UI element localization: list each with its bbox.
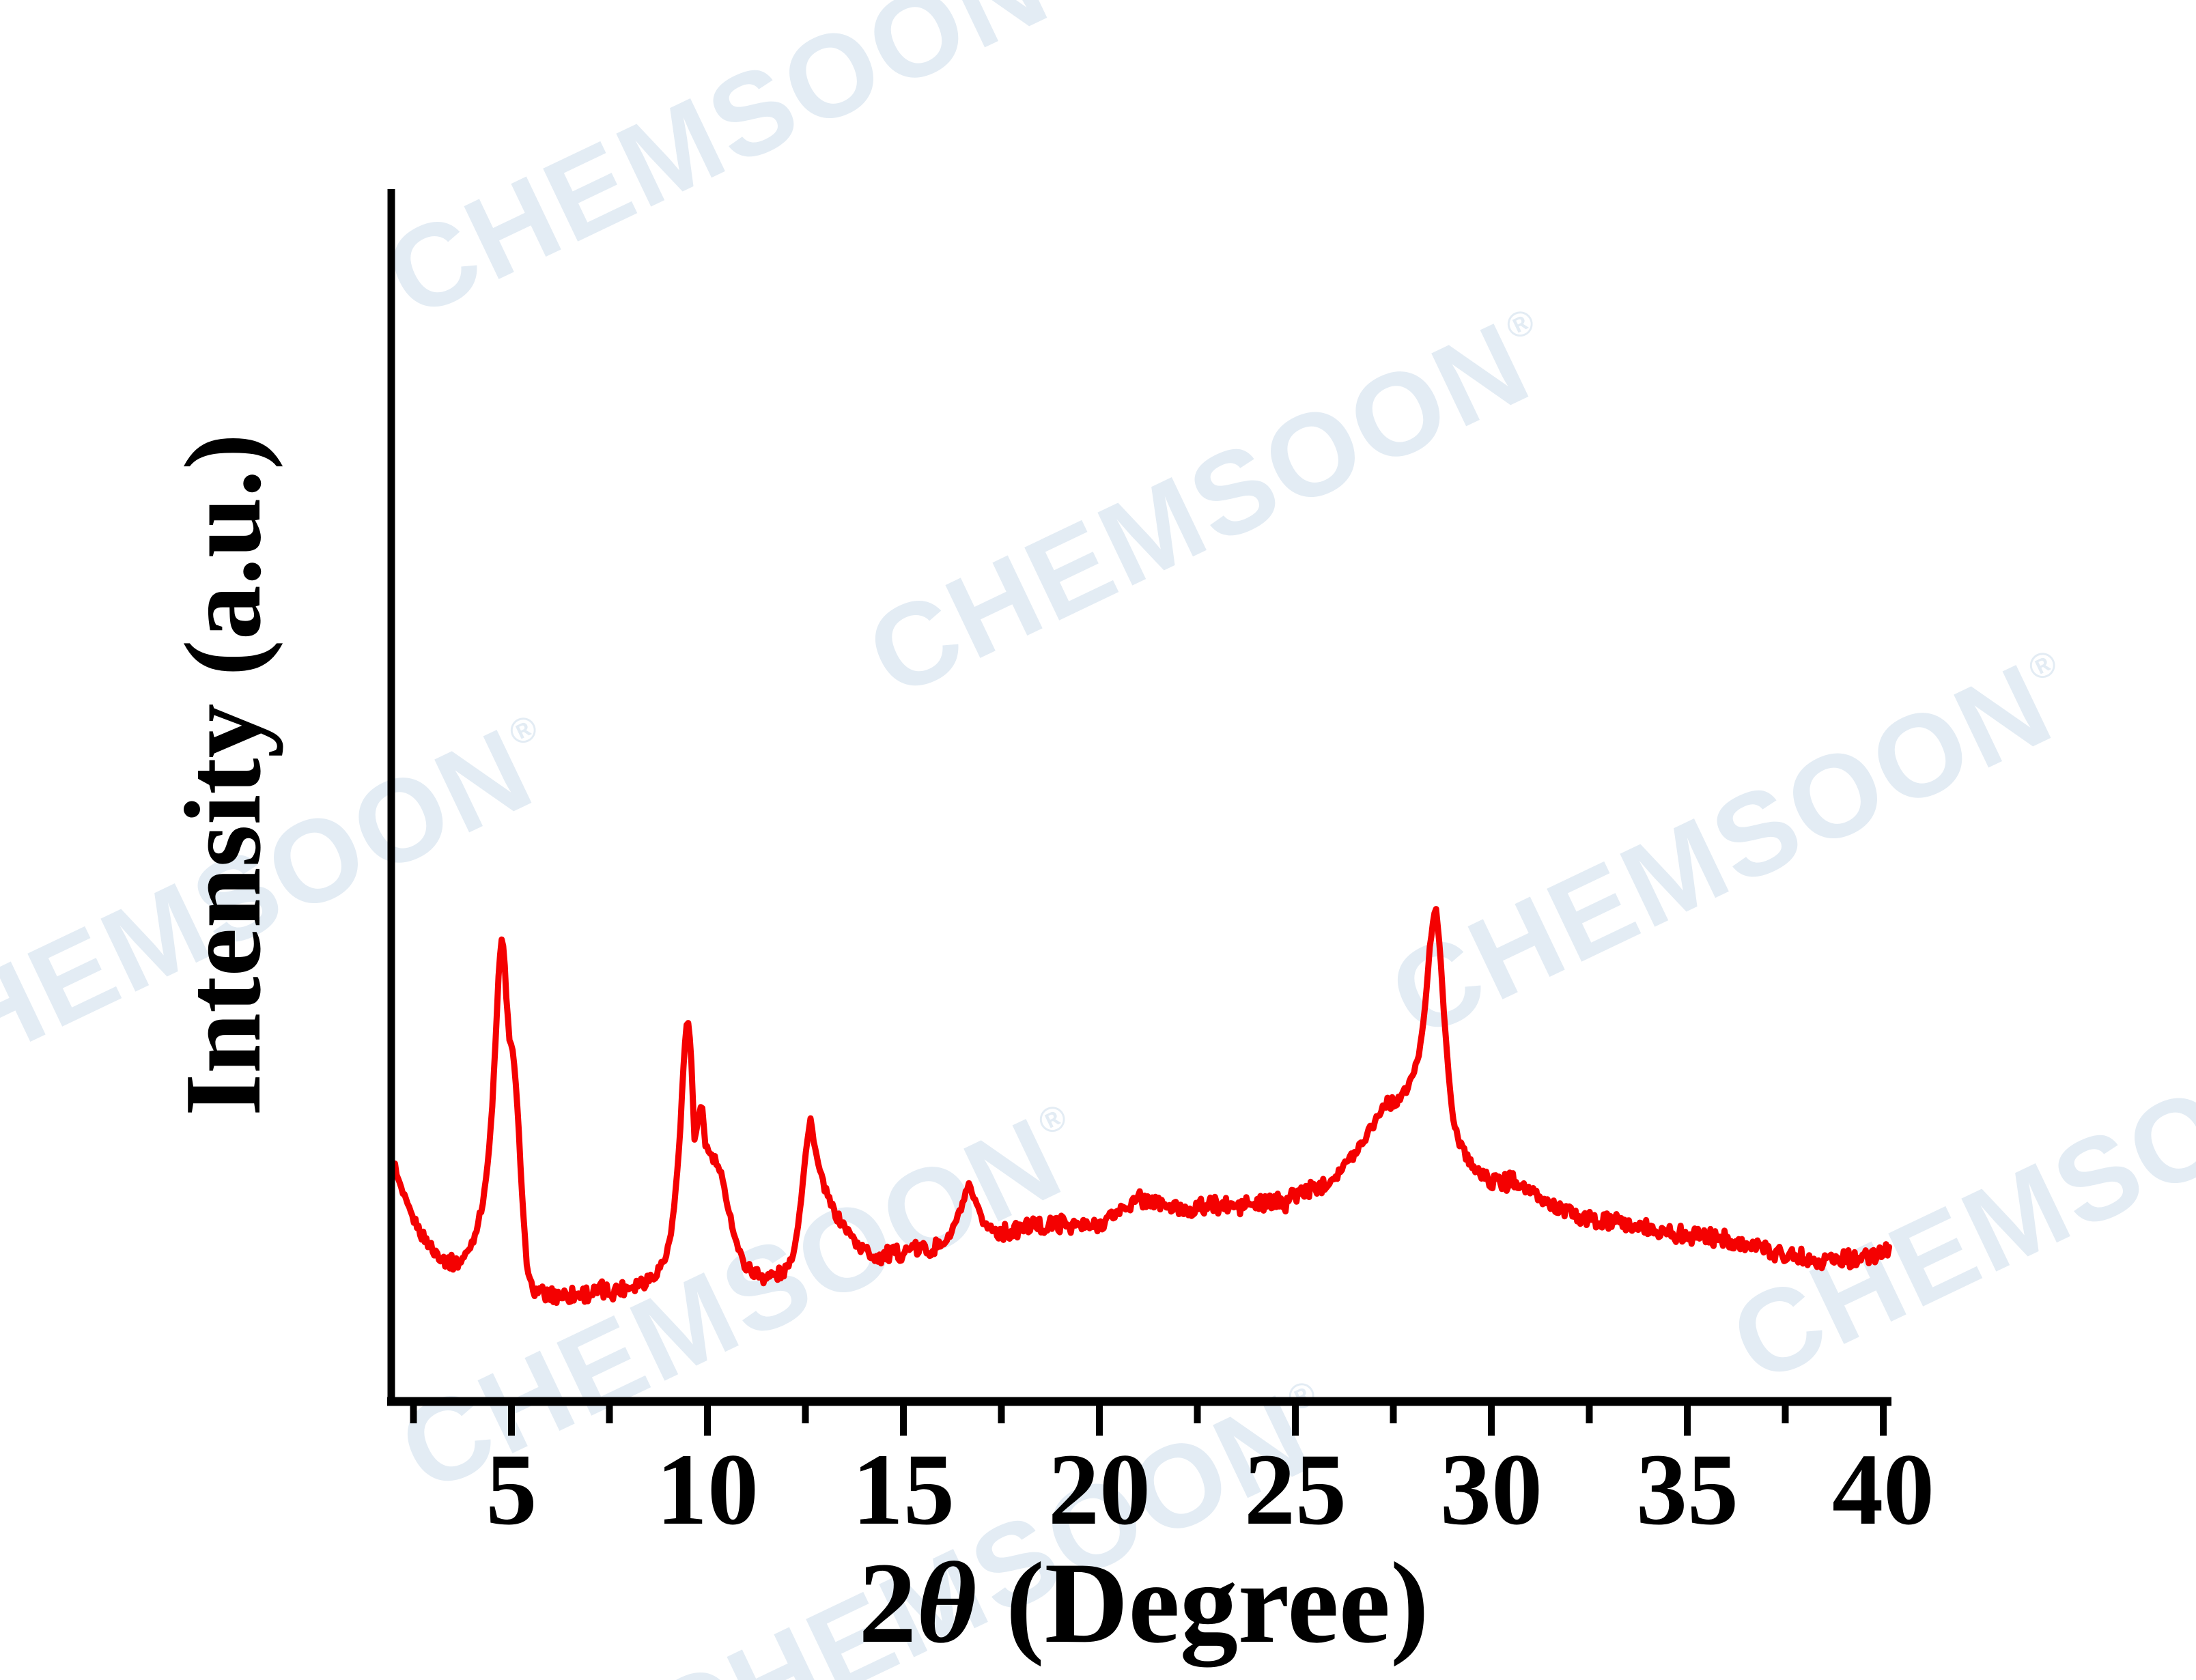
watermark-text: CHEMSOON® [849,284,1575,722]
x-tick-label-30: 30 [1440,1433,1543,1546]
x-axis-ticks [410,1406,1887,1436]
x-tick-label-5: 5 [486,1433,537,1546]
x-axis-tick-labels: 5 10 15 20 25 30 35 40 [486,1433,1935,1546]
x-tick-label-40: 40 [1832,1433,1934,1546]
x-tick-label-25: 25 [1244,1433,1347,1546]
y-axis-title: Intensity (a.u.) [162,433,283,1116]
x-tick-label-10: 10 [656,1433,759,1546]
x-tick-label-35: 35 [1636,1433,1738,1546]
watermark-text: CHEMSOON® [367,0,1094,343]
x-tick-label-20: 20 [1048,1433,1151,1546]
watermark-text: CHEMSOON® [1371,625,2098,1063]
x-axis-title: 2θ (Degree) [858,1539,1429,1667]
watermark-text: CHEMSOON® [1713,970,2196,1408]
xrd-curve [392,906,1893,1306]
x-tick-label-15: 15 [852,1433,955,1546]
